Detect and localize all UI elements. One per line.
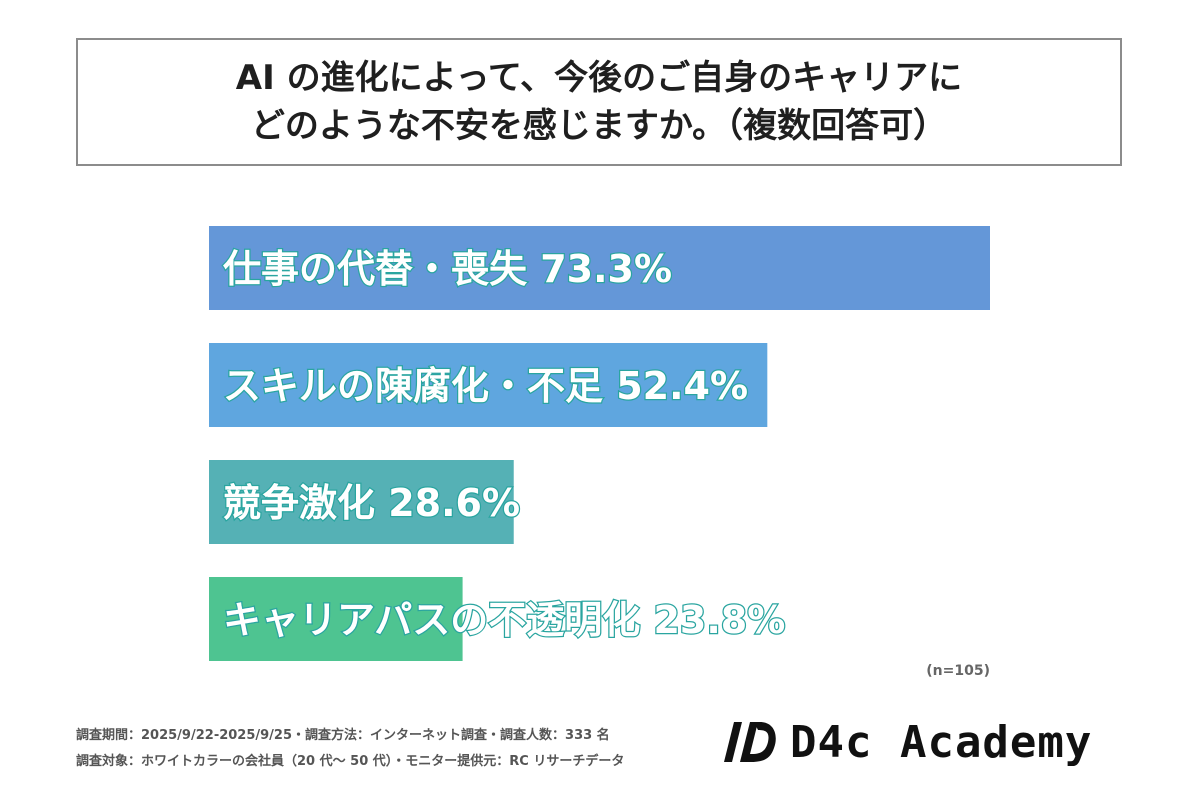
bar-4 [209, 577, 463, 661]
survey-target-note: 調査対象：ホワイトカラーの会社員（20 代〜 50 代）・モニター提供元：RC … [76, 754, 625, 769]
title-box: AI の進化によって、今後のご自身のキャリアに どのような不安を感じますか。（複… [76, 38, 1122, 166]
d4c-logo-icon [724, 722, 776, 762]
sample-size-label: (n=105) [926, 663, 990, 679]
bar-label-4: キャリアパスの不透明化 23.8% [223, 598, 785, 642]
bar-label-3: 競争激化 28.6% [223, 481, 520, 525]
logo-text: D4c Academy [790, 716, 1093, 768]
bar-label-1: 仕事の代替・喪失 73.3% [223, 247, 672, 291]
company-logo: D4c Academy [720, 714, 1130, 770]
title-line-1: AI の進化によって、今後のご自身のキャリアに [235, 58, 963, 98]
survey-period-note: 調査期間：2025/9/22-2025/9/25・調査方法：インターネット調査・… [76, 728, 610, 743]
bar-3 [209, 460, 514, 544]
bar-1 [209, 226, 990, 310]
bar-2 [209, 343, 768, 427]
title-line-2: どのような不安を感じますか。（複数回答可） [250, 106, 948, 146]
bar-label-2: スキルの陳腐化・不足 52.4% [223, 364, 748, 408]
